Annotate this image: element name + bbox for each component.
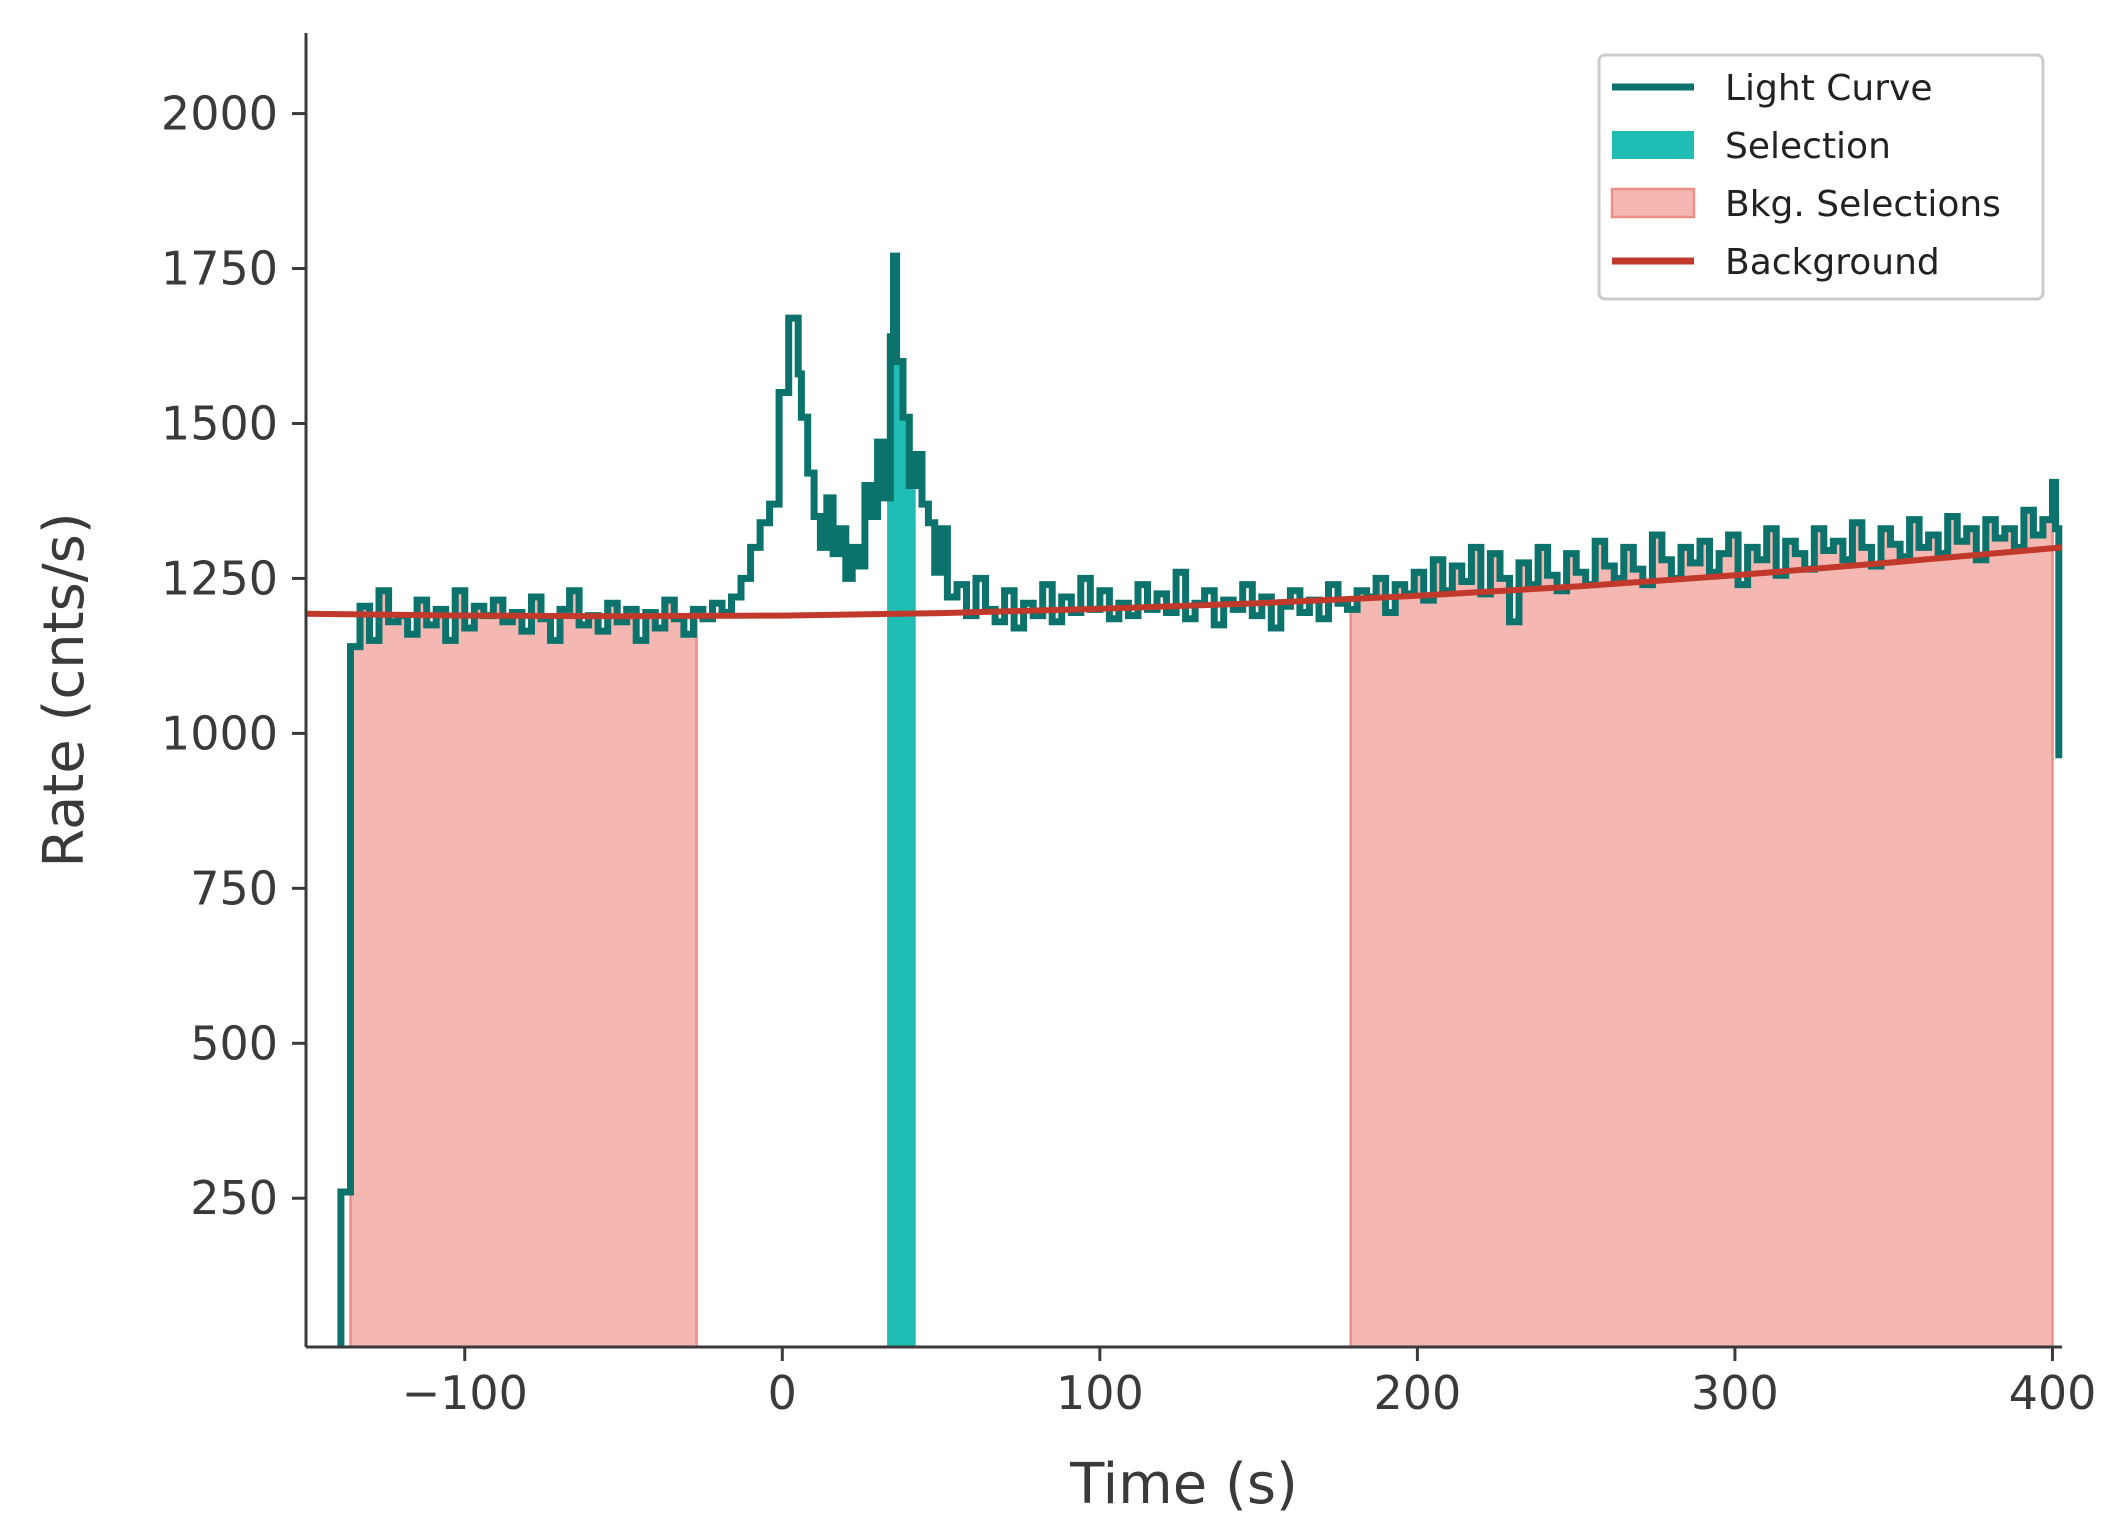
plot-area bbox=[305, 252, 2063, 1349]
x-tick-label: 300 bbox=[1691, 1366, 1779, 1420]
bkg-selection-region bbox=[349, 589, 698, 1349]
legend-box bbox=[1597, 53, 2045, 301]
axes: −100 0 100 200 300 400 250 500 750 1000 1250 1500 17… bbox=[32, 33, 2096, 1517]
y-tick-label: 250 bbox=[190, 1171, 278, 1225]
selection-region bbox=[887, 256, 916, 1348]
legend-label: Selection bbox=[1725, 126, 1891, 167]
y-tick-label: 1750 bbox=[161, 242, 278, 296]
legend-label: Light Curve bbox=[1725, 68, 1933, 109]
legend: Light Curve Selection Bkg. Selections Backg… bbox=[1597, 53, 2045, 301]
x-tick-label: 0 bbox=[768, 1366, 797, 1420]
background-line bbox=[305, 544, 2063, 620]
x-tick-label: 200 bbox=[1373, 1366, 1461, 1420]
x-tick-label: −100 bbox=[402, 1366, 528, 1420]
y-tick-label: 2000 bbox=[161, 87, 278, 141]
y-tick-label: 500 bbox=[190, 1016, 278, 1070]
x-axis-title: Time (s) bbox=[1069, 1452, 1298, 1517]
y-tick-label: 1000 bbox=[161, 706, 278, 760]
x-tick-label: 100 bbox=[1056, 1366, 1144, 1420]
legend-swatch-patch bbox=[1610, 187, 1696, 219]
bkg-selection-region bbox=[1349, 509, 2054, 1349]
y-tick-label: 1500 bbox=[161, 396, 278, 450]
legend-label: Bkg. Selections bbox=[1725, 184, 2001, 225]
y-tick-label: 1250 bbox=[161, 551, 278, 605]
x-tick-label: 400 bbox=[2009, 1366, 2097, 1420]
legend-label: Background bbox=[1725, 242, 1940, 283]
y-axis-title: Rate (cnts/s) bbox=[32, 512, 97, 867]
y-tick-label: 750 bbox=[190, 861, 278, 915]
legend-swatch-patch bbox=[1612, 131, 1694, 159]
light-curve-line bbox=[337, 252, 2063, 1347]
